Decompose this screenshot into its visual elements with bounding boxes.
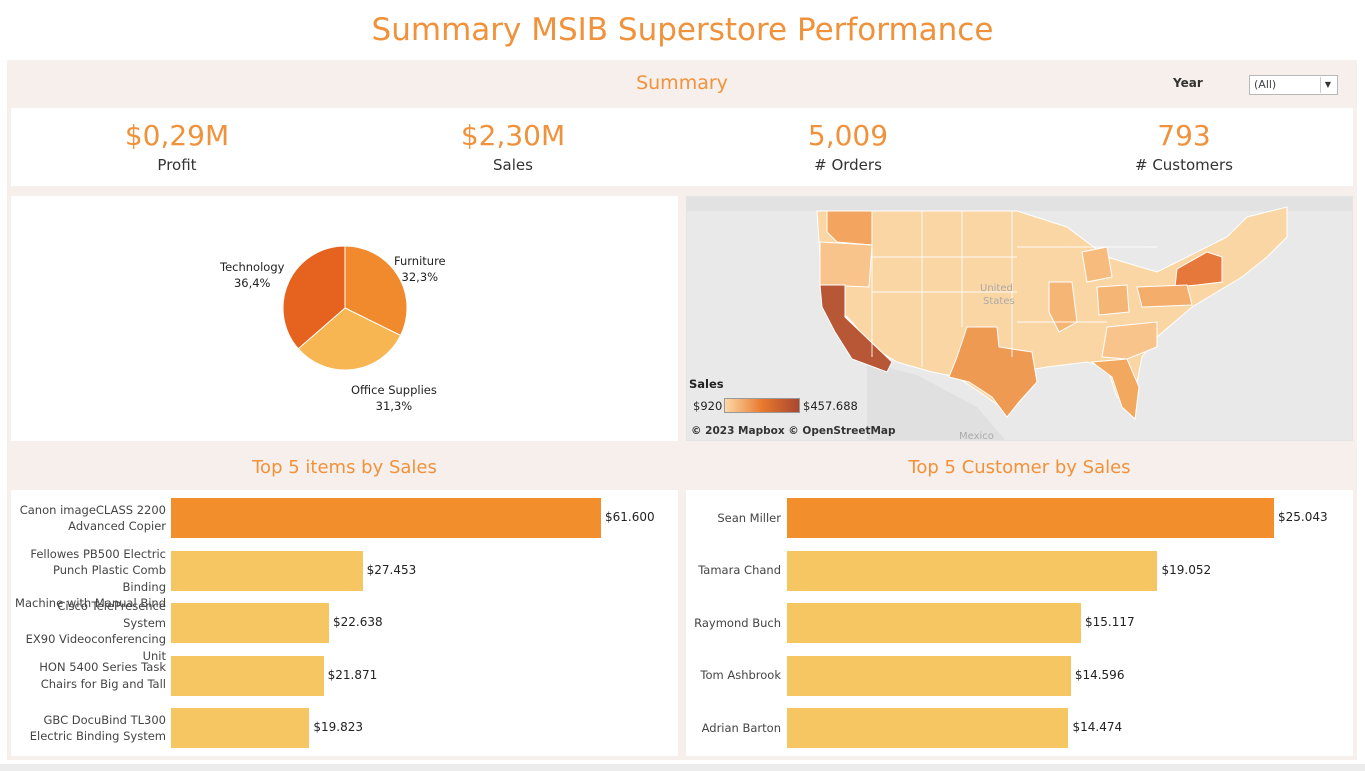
dashboard-title: Summary MSIB Superstore Performance [371, 12, 994, 48]
bar-category-line: Tamara Chand [698, 563, 781, 578]
bar-value-label: $19.823 [313, 720, 363, 734]
summary-header: Summary Year (All) ▼ [7, 60, 1357, 106]
kpi-label: # Customers [1134, 156, 1233, 174]
pie-label-name: Furniture [394, 254, 446, 268]
bar-category-line: Advanced Copier [68, 519, 166, 533]
bar-category-line: Raymond Buch [694, 615, 781, 630]
kpi-orders: 5,009 # Orders [698, 116, 998, 174]
footer-strip [0, 764, 1365, 771]
bar-value-label: $22.638 [333, 615, 383, 629]
sales-map[interactable]: United States Mexico Sales $920 $457.688… [686, 196, 1353, 441]
top-items-card: Canon imageCLASS 2200 Advanced Copier $61.… [11, 490, 678, 756]
bar[interactable] [171, 708, 310, 748]
bar[interactable] [787, 498, 1274, 538]
bar[interactable] [171, 603, 330, 643]
pie-label-technology[interactable]: Technology 36,4% [220, 259, 284, 291]
bar-category-label: Tom Ashbrook [686, 667, 781, 684]
bar-category-label: Adrian Barton [686, 720, 781, 737]
bar[interactable] [787, 655, 1071, 696]
bar-category-label: HON 5400 Series Task Chairs for Big and T… [11, 659, 166, 692]
pie-label-name: Office Supplies [351, 383, 437, 397]
bar-value-label: $27.453 [366, 562, 417, 577]
pie-card: Furniture 32,3% Office Supplies 31,3% Te… [11, 196, 678, 441]
category-pie-chart [282, 245, 408, 371]
kpi-profit: $0,29M Profit [27, 116, 327, 174]
year-filter-value: (All) [1254, 78, 1277, 91]
map-attribution[interactable]: © 2023 Mapbox © OpenStreetMap [691, 425, 896, 437]
year-filter-label: Year [1173, 76, 1203, 90]
pie-slice-technology[interactable] [282, 245, 346, 350]
pie-label-office-supplies[interactable]: Office Supplies 31,3% [351, 382, 437, 414]
top-items-title: Top 5 items by Sales [252, 457, 437, 478]
bar-category-line: Machine with Manual Bind [15, 596, 166, 611]
pie-label-furniture[interactable]: Furniture 32,3% [394, 253, 446, 285]
bar-value-label: $15.117 [1084, 615, 1135, 629]
year-filter-dropdown[interactable]: (All) ▼ [1249, 75, 1338, 95]
bar-category-line: Sean Miller [717, 510, 781, 525]
map-legend-max: $457.688 [803, 399, 858, 413]
bar-category-line: Punch Plastic Comb Binding [53, 563, 166, 594]
bar-category-line: HON 5400 Series Task [39, 660, 166, 674]
pie-label-pct: 32,3% [401, 270, 439, 284]
top-customers-title: Top 5 Customer by Sales [908, 457, 1131, 478]
pie-label-name: Technology [220, 260, 285, 274]
bar-category-line: Fellowes PB500 Electric [30, 546, 166, 561]
bar-value-label: $25.043 [1278, 510, 1328, 524]
bar[interactable] [171, 498, 601, 538]
bar-value-label: $14.474 [1072, 720, 1123, 734]
top-customers-card: Sean Miller $25.043 Tamara Chand $19.052 Ray… [686, 490, 1353, 756]
pie-label-pct: 31,3% [375, 399, 413, 413]
bar[interactable] [787, 603, 1081, 643]
bar-category-label: Tamara Chand [686, 562, 781, 579]
map-country-label: United [980, 283, 1013, 294]
bar-value-label: $61.600 [605, 510, 655, 524]
kpi-customers: 793 # Customers [1034, 116, 1334, 174]
kpi-label: # Orders [814, 156, 882, 174]
summary-heading: Summary [636, 72, 728, 94]
kpi-value: 5,009 [807, 119, 889, 152]
bar-category-line: Cisco TelePresence System [57, 599, 166, 630]
map-legend-min: $920 [693, 399, 723, 413]
bar-category-label: Fellowes PB500 Electric Punch Plastic Com… [11, 546, 166, 612]
map-legend-gradient [724, 398, 800, 413]
bar-category-label: Sean Miller [686, 510, 781, 527]
bar-category-label: Cisco TelePresence System EX90 Videoconfe… [11, 598, 166, 664]
bar[interactable] [171, 655, 324, 696]
bar-category-line: GBC DocuBind TL300 [43, 712, 167, 727]
bar[interactable] [787, 708, 1069, 748]
chevron-down-icon[interactable]: ▼ [1324, 80, 1332, 89]
kpi-label: Sales [493, 156, 533, 174]
kpi-sales: $2,30M Sales [363, 116, 663, 174]
bar-category-line: Tom Ashbrook [700, 668, 781, 683]
map-country-label: States [983, 296, 1015, 307]
bar-category-line: Electric Binding System [29, 729, 166, 743]
bar-category-label: Canon imageCLASS 2200 Advanced Copier [11, 502, 166, 535]
pie-slice-office-supplies[interactable] [297, 307, 402, 371]
bar-category-label: GBC DocuBind TL300 Electric Binding Syste… [11, 712, 166, 745]
map-legend-title: Sales [689, 377, 724, 391]
bar-category-line: Adrian Barton [701, 720, 781, 735]
bar-category-label: Raymond Buch [686, 615, 781, 632]
bar[interactable] [171, 550, 363, 591]
pie-label-pct: 36,4% [233, 276, 271, 290]
kpi-label: Profit [157, 156, 197, 174]
bar[interactable] [787, 550, 1158, 591]
dropdown-separator [1320, 77, 1321, 93]
bar-category-line: Chairs for Big and Tall [40, 676, 166, 691]
kpi-value: $0,29M [124, 119, 230, 152]
map-country-label: Mexico [959, 431, 994, 441]
kpi-band: $0,29M Profit $2,30M Sales 5,009 # Order… [11, 108, 1353, 186]
bar-category-line: Canon imageCLASS 2200 [19, 502, 166, 517]
bar-category-line: Unit [142, 648, 166, 663]
bar-value-label: $14.596 [1074, 667, 1125, 682]
kpi-value: $2,30M [460, 119, 566, 152]
bar-category-line: EX90 Videoconferencing [25, 632, 166, 647]
bar-value-label: $21.871 [327, 667, 378, 682]
kpi-value: 793 [1157, 119, 1211, 152]
us-choropleth-map[interactable] [687, 197, 1353, 441]
pie-slice-furniture[interactable] [344, 245, 408, 337]
bar-value-label: $19.052 [1161, 562, 1212, 577]
